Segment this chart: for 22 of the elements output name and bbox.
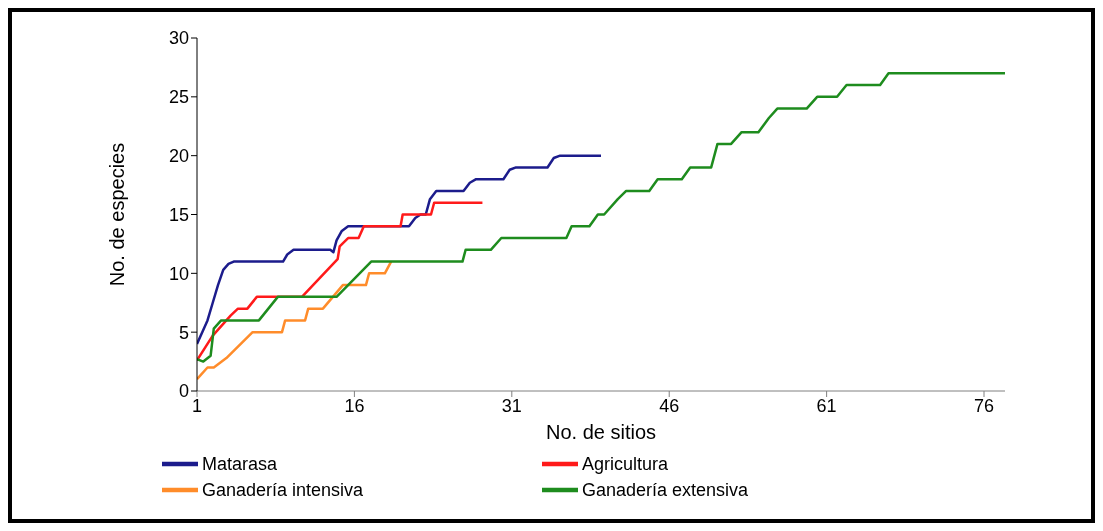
y-tick-label: 30 bbox=[168, 28, 189, 49]
legend-label: Agricultura bbox=[582, 453, 669, 474]
x-tick-label: 31 bbox=[501, 395, 522, 416]
x-tick-label: 1 bbox=[191, 395, 203, 416]
legend-label: Ganadería intensiva bbox=[202, 479, 364, 500]
x-tick-label: 76 bbox=[974, 395, 995, 416]
y-tick-label: 25 bbox=[168, 87, 189, 108]
x-tick-label: 61 bbox=[816, 395, 837, 416]
line-series bbox=[197, 72, 1005, 363]
y-tick-label: 0 bbox=[178, 381, 189, 402]
x-tick-label: 46 bbox=[659, 395, 680, 416]
y-tick-label: 5 bbox=[178, 322, 189, 343]
x-axis-title: No. de sitios bbox=[545, 421, 657, 443]
legend-label: Matarasa bbox=[202, 453, 278, 474]
line-series bbox=[197, 260, 393, 381]
y-tick-label: 10 bbox=[168, 263, 189, 284]
y-tick-label: 20 bbox=[168, 146, 189, 167]
line-series bbox=[197, 154, 603, 346]
y-axis-title: No. de especies bbox=[106, 142, 129, 287]
y-tick-label: 15 bbox=[168, 204, 189, 225]
x-tick-label: 16 bbox=[344, 395, 365, 416]
legend-label: Ganadería extensiva bbox=[582, 479, 749, 500]
